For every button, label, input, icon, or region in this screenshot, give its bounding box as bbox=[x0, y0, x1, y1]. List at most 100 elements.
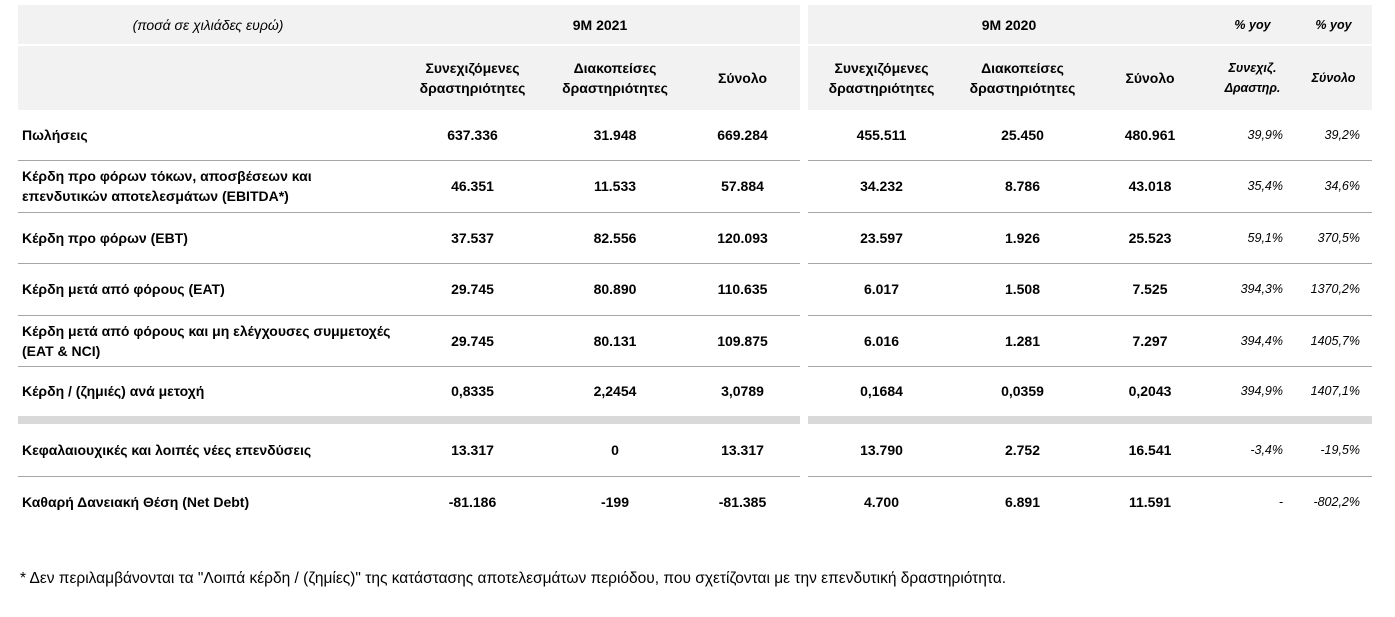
row-divider bbox=[808, 160, 1372, 161]
row-divider bbox=[18, 263, 800, 264]
cell-value: 46.351 bbox=[451, 178, 494, 194]
cell-value: 669.284 bbox=[717, 127, 768, 143]
units-note: (ποσά σε χιλιάδες ευρώ) bbox=[132, 17, 284, 33]
cell-value: 1.281 bbox=[1004, 332, 1041, 349]
cell-value: 37.537 bbox=[451, 229, 494, 246]
cell-value: 0 bbox=[611, 442, 619, 458]
cell-value: 16.541 bbox=[1128, 442, 1172, 458]
cell-value: 7.297 bbox=[1132, 332, 1168, 349]
cell-value: 2.752 bbox=[1004, 442, 1041, 458]
cell-value: 637.336 bbox=[447, 127, 498, 143]
yoy-header: % yoy bbox=[1234, 18, 1271, 32]
cell-value: -19,5% bbox=[1320, 443, 1360, 457]
cell-value: 394,4% bbox=[1240, 333, 1283, 348]
row-divider bbox=[808, 212, 1372, 213]
cell-value: 1.926 bbox=[1004, 229, 1041, 246]
cell-value: 29.745 bbox=[451, 281, 494, 297]
cell-value: 110.635 bbox=[717, 281, 768, 297]
column-header: Διακοπείσες δραστηριότητες bbox=[562, 60, 668, 96]
cell-value: 59,1% bbox=[1247, 230, 1283, 245]
row-label: Κέρδη μετά από φόρους και μη ελέγχουσες … bbox=[22, 322, 391, 359]
footnote: * Δεν περιλαμβάνονται τα "Λοιπά κέρδη / … bbox=[20, 570, 1007, 587]
cell-value: 8.786 bbox=[1004, 178, 1041, 194]
cell-value: 80.890 bbox=[593, 281, 637, 297]
cell-value: 34.232 bbox=[860, 178, 903, 194]
row-divider bbox=[18, 160, 800, 161]
cell-value: -3,4% bbox=[1250, 443, 1283, 457]
cell-value: 0,0359 bbox=[1001, 382, 1044, 399]
cell-value: 0,2043 bbox=[1128, 382, 1172, 399]
section-separator bbox=[808, 416, 1372, 424]
cell-value: 11.533 bbox=[593, 178, 637, 194]
cell-value: 29.745 bbox=[451, 332, 494, 349]
cell-value: 43.018 bbox=[1128, 178, 1172, 194]
section-separator bbox=[18, 416, 800, 424]
cell-value: 11.591 bbox=[1128, 493, 1172, 510]
cell-value: 31.948 bbox=[593, 127, 637, 143]
cell-value: 1.508 bbox=[1004, 281, 1041, 297]
cell-value: 120.093 bbox=[717, 229, 768, 246]
cell-value: 13.317 bbox=[451, 442, 494, 458]
row-label: Κεφαλαιουχικές και λοιπές νέες επενδύσει… bbox=[22, 442, 312, 458]
period-header: 9M 2020 bbox=[981, 17, 1037, 33]
cell-value: 13.317 bbox=[721, 442, 764, 458]
row-divider bbox=[18, 366, 800, 367]
row-label: Καθαρή Δανειακή Θέση (Net Debt) bbox=[22, 493, 250, 510]
cell-value: 480.961 bbox=[1124, 127, 1176, 143]
cell-value: 13.790 bbox=[860, 442, 903, 458]
header-background bbox=[808, 5, 1372, 110]
row-label: Κέρδη / (ζημιές) ανά μετοχή bbox=[22, 382, 205, 399]
cell-value: 25.523 bbox=[1128, 229, 1172, 246]
cell-value: 455.511 bbox=[856, 127, 907, 143]
cell-value: 3,0789 bbox=[721, 382, 764, 399]
header-divider bbox=[18, 44, 800, 46]
cell-value: 82.556 bbox=[593, 229, 637, 246]
cell-value: - bbox=[1278, 494, 1283, 509]
cell-value: 0,8335 bbox=[451, 382, 494, 399]
cell-value: 39,9% bbox=[1247, 128, 1283, 142]
column-header: Σύνολο bbox=[717, 70, 768, 86]
cell-value: -199 bbox=[600, 493, 630, 510]
cell-value: 370,5% bbox=[1317, 230, 1360, 245]
cell-value: 1370,2% bbox=[1310, 282, 1360, 296]
cell-value: 394,9% bbox=[1240, 383, 1283, 398]
cell-value: 6.017 bbox=[863, 281, 900, 297]
cell-value: 4.700 bbox=[863, 493, 900, 510]
header-background bbox=[18, 5, 800, 110]
row-divider bbox=[808, 366, 1372, 367]
column-header: Συνεχιζόμενες δραστηριότητες bbox=[419, 60, 526, 96]
row-divider bbox=[808, 476, 1372, 477]
cell-value: 1405,7% bbox=[1310, 333, 1360, 348]
cell-value: -81.385 bbox=[718, 493, 767, 510]
cell-value: 25.450 bbox=[1001, 127, 1044, 143]
cell-value: 57.884 bbox=[721, 178, 764, 194]
column-header: Διακοπείσες δραστηριότητες bbox=[969, 60, 1076, 96]
yoy-header: % yoy bbox=[1315, 18, 1352, 32]
cell-value: 1407,1% bbox=[1310, 383, 1360, 398]
row-label: Κέρδη προ φόρων τόκων, αποσβέσεων και επ… bbox=[22, 168, 312, 204]
header-divider bbox=[808, 44, 1372, 46]
column-header: Συνεχιζόμενες δραστηριότητες bbox=[828, 60, 935, 96]
period-header: 9M 2021 bbox=[572, 17, 628, 33]
column-header: Συνεχιζ. Δραστηρ. bbox=[1224, 61, 1281, 95]
row-divider bbox=[18, 315, 800, 316]
cell-value: 35,4% bbox=[1247, 179, 1283, 193]
cell-value: 6.016 bbox=[863, 332, 900, 349]
cell-value: 0,1684 bbox=[860, 382, 903, 399]
row-divider bbox=[808, 315, 1372, 316]
cell-value: 6.891 bbox=[1004, 493, 1041, 510]
cell-value: 80.131 bbox=[593, 332, 637, 349]
column-header: Σύνολο bbox=[1311, 71, 1356, 85]
cell-value: 39,2% bbox=[1324, 128, 1360, 142]
cell-value: -802,2% bbox=[1313, 494, 1360, 509]
cell-value: 7.525 bbox=[1132, 281, 1168, 297]
cell-value: 2,2454 bbox=[593, 382, 637, 399]
row-label: Κέρδη μετά από φόρους (EAT) bbox=[22, 281, 225, 297]
cell-value: 23.597 bbox=[860, 229, 903, 246]
cell-value: 109.875 bbox=[717, 332, 768, 349]
row-label: Κέρδη προ φόρων (EBT) bbox=[22, 229, 188, 246]
row-label: Πωλήσεις bbox=[22, 127, 88, 143]
cell-value: 394,3% bbox=[1240, 282, 1283, 296]
cell-value: 34,6% bbox=[1324, 179, 1360, 193]
